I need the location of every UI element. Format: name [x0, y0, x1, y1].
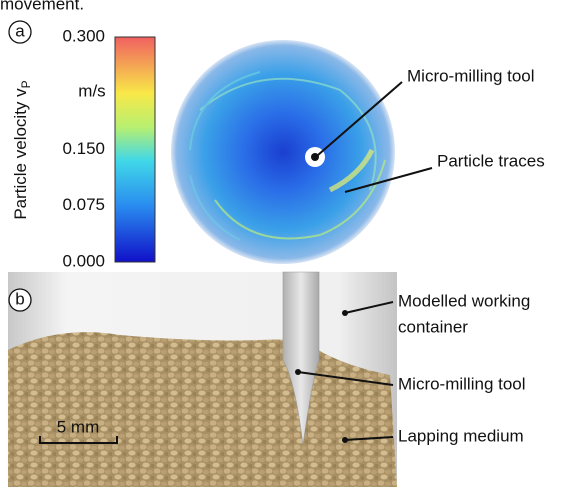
annotation: Particle traces: [437, 151, 545, 170]
header-text: movement.: [0, 0, 84, 13]
annotation: Lapping medium: [398, 426, 524, 445]
colorbar-unit: m/s: [78, 81, 105, 100]
annotation: Micro-milling tool: [398, 374, 526, 393]
colorbar-label: Particle velocity vP: [11, 80, 33, 219]
scale-bar-label: 5 mm: [57, 417, 100, 436]
colorbar-label-main: Particle velocity v: [11, 88, 30, 220]
annotation: Modelled working: [398, 291, 530, 310]
colorbar-tick-label: 0.300: [62, 26, 105, 45]
annotation: container: [398, 317, 468, 336]
colorbar-tick-label: 0.150: [62, 139, 105, 158]
colorbar-label-sub: P: [19, 80, 33, 88]
colorbar-tick-label: 0.075: [62, 195, 105, 214]
annotation: Micro-milling tool: [407, 66, 535, 85]
panel-label: b: [15, 289, 24, 308]
leader-dot: [342, 437, 348, 443]
colorbar-tick-label: 0.000: [62, 251, 105, 270]
panel-label: a: [15, 21, 25, 40]
colorbar: [115, 37, 155, 262]
leader-dot: [295, 369, 301, 375]
leader-dot: [342, 310, 348, 316]
figure: movement. a 0.300 0.150 0.075 0.000 m/s Par…: [0, 0, 582, 487]
particle-disk: [171, 40, 395, 264]
